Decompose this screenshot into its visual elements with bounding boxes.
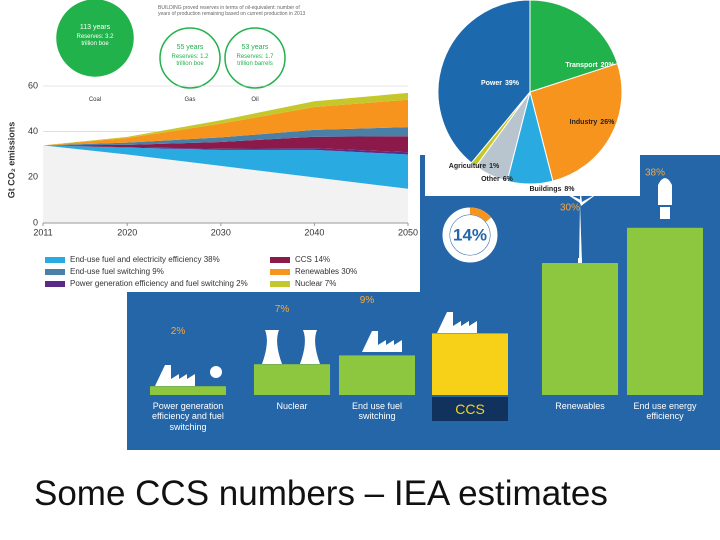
pie-label: Other 6% — [481, 176, 514, 183]
value-label: 2% — [171, 326, 186, 337]
y-tick-label: 60 — [28, 80, 38, 90]
pie-label: Industry 26% — [570, 119, 615, 126]
bar-chart: 2% 7% 9% 14% 30% 38% — [150, 167, 703, 421]
area-layer — [43, 145, 408, 155]
bubble-label: Gas — [184, 97, 196, 103]
pie-value-label: 39% — [505, 80, 520, 87]
bar — [432, 333, 508, 395]
bulb-icon — [658, 178, 672, 205]
bulb-base — [660, 207, 670, 219]
legend-label: End-use fuel switching 9% — [70, 267, 164, 276]
bar — [254, 364, 330, 395]
legend-swatch — [270, 257, 290, 263]
factory-icon — [362, 331, 402, 352]
legend-swatch — [270, 269, 290, 275]
bubble-reserves: Reserves: 3.2 trillion boe — [76, 34, 114, 47]
legend-label: Nuclear 7% — [295, 279, 336, 288]
legend-label: Power generation efficiency and fuel swi… — [70, 279, 248, 288]
legend-label: CCS 14% — [295, 255, 330, 264]
pie-value-label: 6% — [503, 176, 514, 183]
area-layer — [43, 92, 408, 146]
value-label: 9% — [360, 295, 375, 306]
pie-category: Industry — [570, 119, 598, 126]
icons — [155, 178, 672, 386]
pie-category: Agriculture — [449, 163, 486, 170]
value-label: 7% — [275, 304, 290, 315]
slide-title: Some CCS numbers – IEA estimates — [34, 474, 608, 513]
turbine-icon — [562, 183, 598, 263]
chart-note: BUILDING proved reserves in terms of oil… — [158, 5, 306, 17]
y-tick-label: 0 — [33, 217, 38, 227]
bubble-years: 55 years — [176, 44, 204, 51]
pie-slice — [529, 0, 619, 93]
category-label: End use fuel switching — [351, 401, 403, 422]
legend-swatch — [270, 281, 290, 287]
bubble-years: 113 years — [79, 24, 111, 31]
x-tick-label: 2020 — [117, 227, 137, 237]
category-label: End use energy efficiency — [633, 401, 697, 422]
pie-label: Power 39% — [481, 80, 520, 87]
bulb-icon — [210, 366, 222, 378]
donut-value — [469, 207, 492, 223]
pie-category: Transport — [565, 62, 598, 69]
reserve-bubble — [224, 27, 286, 89]
x-tick-label: 2011 — [33, 227, 52, 237]
pie-value-label: 8% — [564, 186, 575, 193]
area-layer — [43, 99, 408, 146]
y-tick-label: 40 — [28, 126, 38, 136]
cooling-tower-icon — [262, 330, 320, 364]
bubble-reserves: Reserves: 1.7 trillion barrels — [236, 54, 274, 67]
legend-label: Renewables 30% — [295, 267, 357, 276]
category-label: Renewables — [555, 401, 605, 411]
legend-swatch — [45, 281, 65, 287]
reserve-bubble — [56, 0, 134, 77]
ccs-box — [432, 397, 508, 421]
pie-slice — [437, 0, 531, 164]
area-layer — [43, 127, 408, 146]
bar — [150, 386, 226, 395]
bubble-label: Oil — [251, 97, 259, 103]
value-label: 30% — [560, 203, 580, 214]
factory-icon — [437, 312, 477, 333]
bubble-reserves: Reserves: 1.2 trillion boe — [171, 54, 209, 67]
area-layer — [43, 145, 408, 189]
x-tick-label: 2050 — [398, 227, 418, 237]
category-label: Nuclear — [276, 401, 308, 411]
pie-category: Buildings — [529, 186, 561, 193]
pie-chart: Transport 20% Industry 26% Buildings 8% Other 6… — [437, 0, 623, 193]
value-label: 14% — [453, 225, 487, 244]
area-layer — [43, 145, 408, 223]
pie-category: Other — [481, 176, 500, 183]
value-label: 38% — [645, 167, 665, 178]
legend-swatch — [45, 269, 65, 275]
bar — [339, 355, 415, 395]
pie-value-label: 26% — [600, 119, 615, 126]
pie-value-label: 1% — [489, 163, 500, 170]
area-layer — [43, 136, 408, 153]
bar — [627, 227, 703, 395]
x-tick-label: 2040 — [304, 227, 324, 237]
category-label: CCS — [455, 401, 485, 417]
reserve-bubble — [159, 27, 221, 89]
y-tick-label: 20 — [28, 172, 38, 182]
legend-swatch — [45, 257, 65, 263]
bubble-years: 53 years — [241, 44, 269, 51]
bubble-label: Coal — [88, 97, 102, 103]
pie-value-label: 20% — [601, 62, 616, 69]
donut-center — [450, 215, 490, 255]
pie-label: Transport 20% — [565, 62, 615, 69]
pie-category: Power — [481, 80, 502, 87]
bar — [542, 263, 618, 395]
pie-label: Buildings 8% — [529, 186, 575, 193]
y-axis-label: Gt CO₂ emissions — [6, 122, 16, 199]
category-label: Power generation efficiency and fuel swi… — [152, 401, 224, 432]
pie-label: Agriculture 1% — [449, 163, 500, 170]
legend-label: End-use fuel and electricity efficiency … — [70, 255, 220, 264]
pie-slice — [529, 62, 623, 182]
factory-icon — [155, 365, 195, 386]
x-tick-label: 2030 — [211, 227, 231, 237]
